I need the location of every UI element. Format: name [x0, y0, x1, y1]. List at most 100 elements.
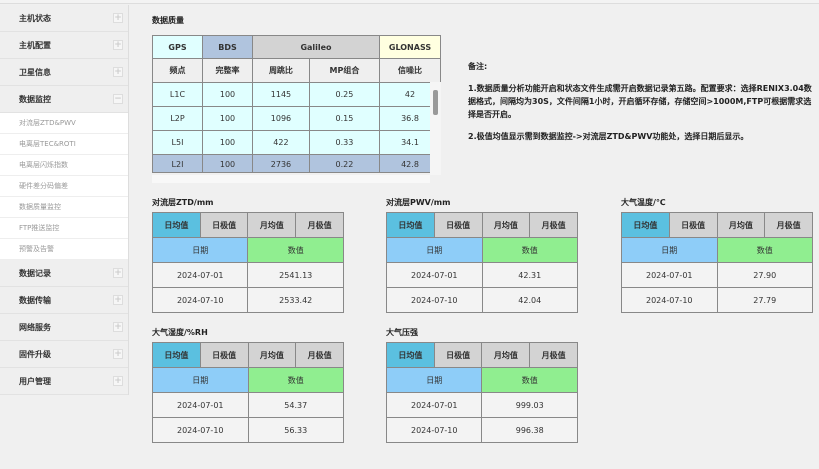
sidebar-item[interactable]: 数据传输 + — [0, 287, 128, 314]
stats-table: 日均值 日极值 月均值 月极值 日期 数值 2024-07-01 54.37 2024-07-1… — [152, 342, 344, 443]
table-cell: L2I — [152, 154, 203, 173]
table-row: 2024-07-01 42.31 — [386, 262, 578, 288]
tab-daily-mean[interactable]: 日均值 — [386, 212, 435, 238]
scrollbar-thumb[interactable] — [433, 90, 438, 115]
tab-monthly-mean[interactable]: 月均值 — [716, 212, 766, 238]
value-cell: 42.31 — [481, 262, 578, 288]
column-header: 信噪比 — [379, 58, 441, 83]
table-row: 2024-07-10 27.79 — [621, 287, 813, 313]
sidebar-subitem[interactable]: 预警及告警 — [0, 239, 128, 260]
tab-daily-mean[interactable]: 日均值 — [152, 212, 201, 238]
date-cell: 2024-07-01 — [152, 392, 249, 418]
expand-toggle-icon[interactable]: + — [113, 40, 123, 50]
tab-row: 日均值 日极值 月均值 月极值 — [386, 342, 578, 368]
notes: 备注: 1.数据质量分析功能开启和状态文件生成需开启数据记录第五路。配置要求：选… — [468, 60, 813, 152]
sidebar-item[interactable]: 用户管理 + — [0, 368, 128, 395]
value-header: 数值 — [247, 237, 344, 263]
date-cell: 2024-07-01 — [386, 262, 483, 288]
sidebar-item-label: 数据记录 — [19, 268, 51, 278]
sidebar-item-label: 卫星信息 — [19, 67, 51, 77]
value-header: 数值 — [481, 367, 578, 393]
horizontal-scrollbar[interactable] — [152, 175, 430, 183]
widget-title: 大气湿度/%RH — [152, 328, 208, 337]
sidebar-item[interactable]: 固件升级 + — [0, 341, 128, 368]
expand-toggle-icon[interactable]: + — [113, 376, 123, 386]
table-cell: 100 — [202, 82, 253, 107]
widget-title: 大气压强 — [386, 328, 418, 337]
system-tab-galileo[interactable]: Galileo — [252, 35, 380, 59]
tab-daily-extreme[interactable]: 日极值 — [433, 212, 483, 238]
date-cell: 2024-07-01 — [385, 392, 483, 418]
table-cell: 42.8 — [379, 154, 441, 173]
tab-monthly-mean[interactable]: 月均值 — [247, 212, 297, 238]
quality-table: GPS BDS Galileo GLONASS 频点 完整率 周跳比 MP组合 信噪比 L1C 10… — [152, 35, 441, 173]
date-cell: 2024-07-10 — [621, 287, 718, 313]
column-header: 周跳比 — [252, 58, 310, 83]
tab-monthly-extreme[interactable]: 月极值 — [295, 212, 344, 238]
tab-row: 日均值 日极值 月均值 月极值 — [152, 212, 344, 238]
expand-toggle-icon[interactable]: − — [113, 94, 123, 104]
tab-daily-mean[interactable]: 日均值 — [386, 342, 435, 368]
tab-monthly-extreme[interactable]: 月极值 — [529, 342, 578, 368]
table-row: 2024-07-01 999.03 — [385, 392, 578, 418]
value-header: 数值 — [481, 237, 578, 263]
expand-toggle-icon[interactable]: + — [113, 349, 123, 359]
expand-toggle-icon[interactable]: + — [113, 295, 123, 305]
table-cell: 0.15 — [308, 106, 381, 131]
sidebar-item-label: 网络服务 — [19, 322, 51, 332]
notes-p1: 1.数据质量分析功能开启和状态文件生成需开启数据记录第五路。配置要求：选择REN… — [468, 84, 812, 119]
expand-toggle-icon[interactable]: + — [113, 67, 123, 77]
value-cell: 54.37 — [247, 392, 344, 418]
tab-daily-mean[interactable]: 日均值 — [621, 212, 670, 238]
table-cell: 1096 — [252, 106, 310, 131]
expand-toggle-icon[interactable]: + — [113, 13, 123, 23]
tab-monthly-extreme[interactable]: 月极值 — [764, 212, 813, 238]
sidebar-subitem[interactable]: FTP推送监控 — [0, 218, 128, 239]
tab-daily-extreme[interactable]: 日极值 — [199, 342, 249, 368]
tab-row: 日均值 日极值 月均值 月极值 — [152, 342, 344, 368]
sidebar-item[interactable]: 数据监控 − — [0, 86, 128, 113]
tab-monthly-mean[interactable]: 月均值 — [247, 342, 297, 368]
tab-monthly-extreme[interactable]: 月极值 — [529, 212, 578, 238]
sidebar-subitem[interactable]: 对流层ZTD&PWV — [0, 113, 128, 134]
table-cell: 100 — [202, 130, 253, 155]
sidebar-item[interactable]: 网络服务 + — [0, 314, 128, 341]
header-row: 日期 数值 — [621, 237, 813, 263]
sidebar-item[interactable]: 主机配置 + — [0, 32, 128, 59]
date-cell: 2024-07-01 — [621, 262, 718, 288]
tab-daily-mean[interactable]: 日均值 — [152, 342, 201, 368]
vertical-scrollbar[interactable] — [430, 82, 441, 175]
sidebar-item-label: 固件升级 — [19, 349, 51, 359]
table-cell: 0.25 — [308, 82, 381, 107]
sidebar-item[interactable]: 主机状态 + — [0, 5, 128, 32]
tab-daily-extreme[interactable]: 日极值 — [668, 212, 718, 238]
sidebar-item[interactable]: 数据记录 + — [0, 260, 128, 287]
sidebar-subitem[interactable]: 数据质量监控 — [0, 197, 128, 218]
tab-monthly-mean[interactable]: 月均值 — [481, 212, 531, 238]
expand-toggle-icon[interactable]: + — [113, 322, 123, 332]
sidebar-subitem[interactable]: 硬件差分码偏差 — [0, 176, 128, 197]
tab-monthly-mean[interactable]: 月均值 — [481, 342, 531, 368]
table-cell: L1C — [152, 82, 203, 107]
sidebar-item-label: 数据传输 — [19, 295, 51, 305]
expand-toggle-icon[interactable]: + — [113, 268, 123, 278]
system-tab-gps[interactable]: GPS — [152, 35, 203, 59]
table-row: 2024-07-10 42.04 — [386, 287, 578, 313]
sidebar-item[interactable]: 卫星信息 + — [0, 59, 128, 86]
table-cell: L5I — [152, 130, 203, 155]
quality-title: 数据质量 — [152, 16, 184, 25]
table-cell: 100 — [202, 154, 253, 173]
tab-daily-extreme[interactable]: 日极值 — [199, 212, 249, 238]
header-row: 日期 数值 — [386, 237, 578, 263]
date-cell: 2024-07-01 — [151, 262, 249, 288]
tab-monthly-extreme[interactable]: 月极值 — [295, 342, 344, 368]
table-row: L5I 100 422 0.33 34.1 — [152, 130, 441, 155]
sidebar-subitem[interactable]: 电离层闪烁指数 — [0, 155, 128, 176]
table-row: 2024-07-10 996.38 — [385, 417, 578, 443]
date-cell: 2024-07-10 — [385, 417, 483, 443]
system-tab-glonass[interactable]: GLONASS — [379, 35, 441, 59]
sidebar-item-label: 主机配置 — [19, 40, 51, 50]
sidebar-subitem[interactable]: 电离层TEC&ROTI — [0, 134, 128, 155]
system-tab-bds[interactable]: BDS — [202, 35, 253, 59]
tab-daily-extreme[interactable]: 日极值 — [433, 342, 483, 368]
